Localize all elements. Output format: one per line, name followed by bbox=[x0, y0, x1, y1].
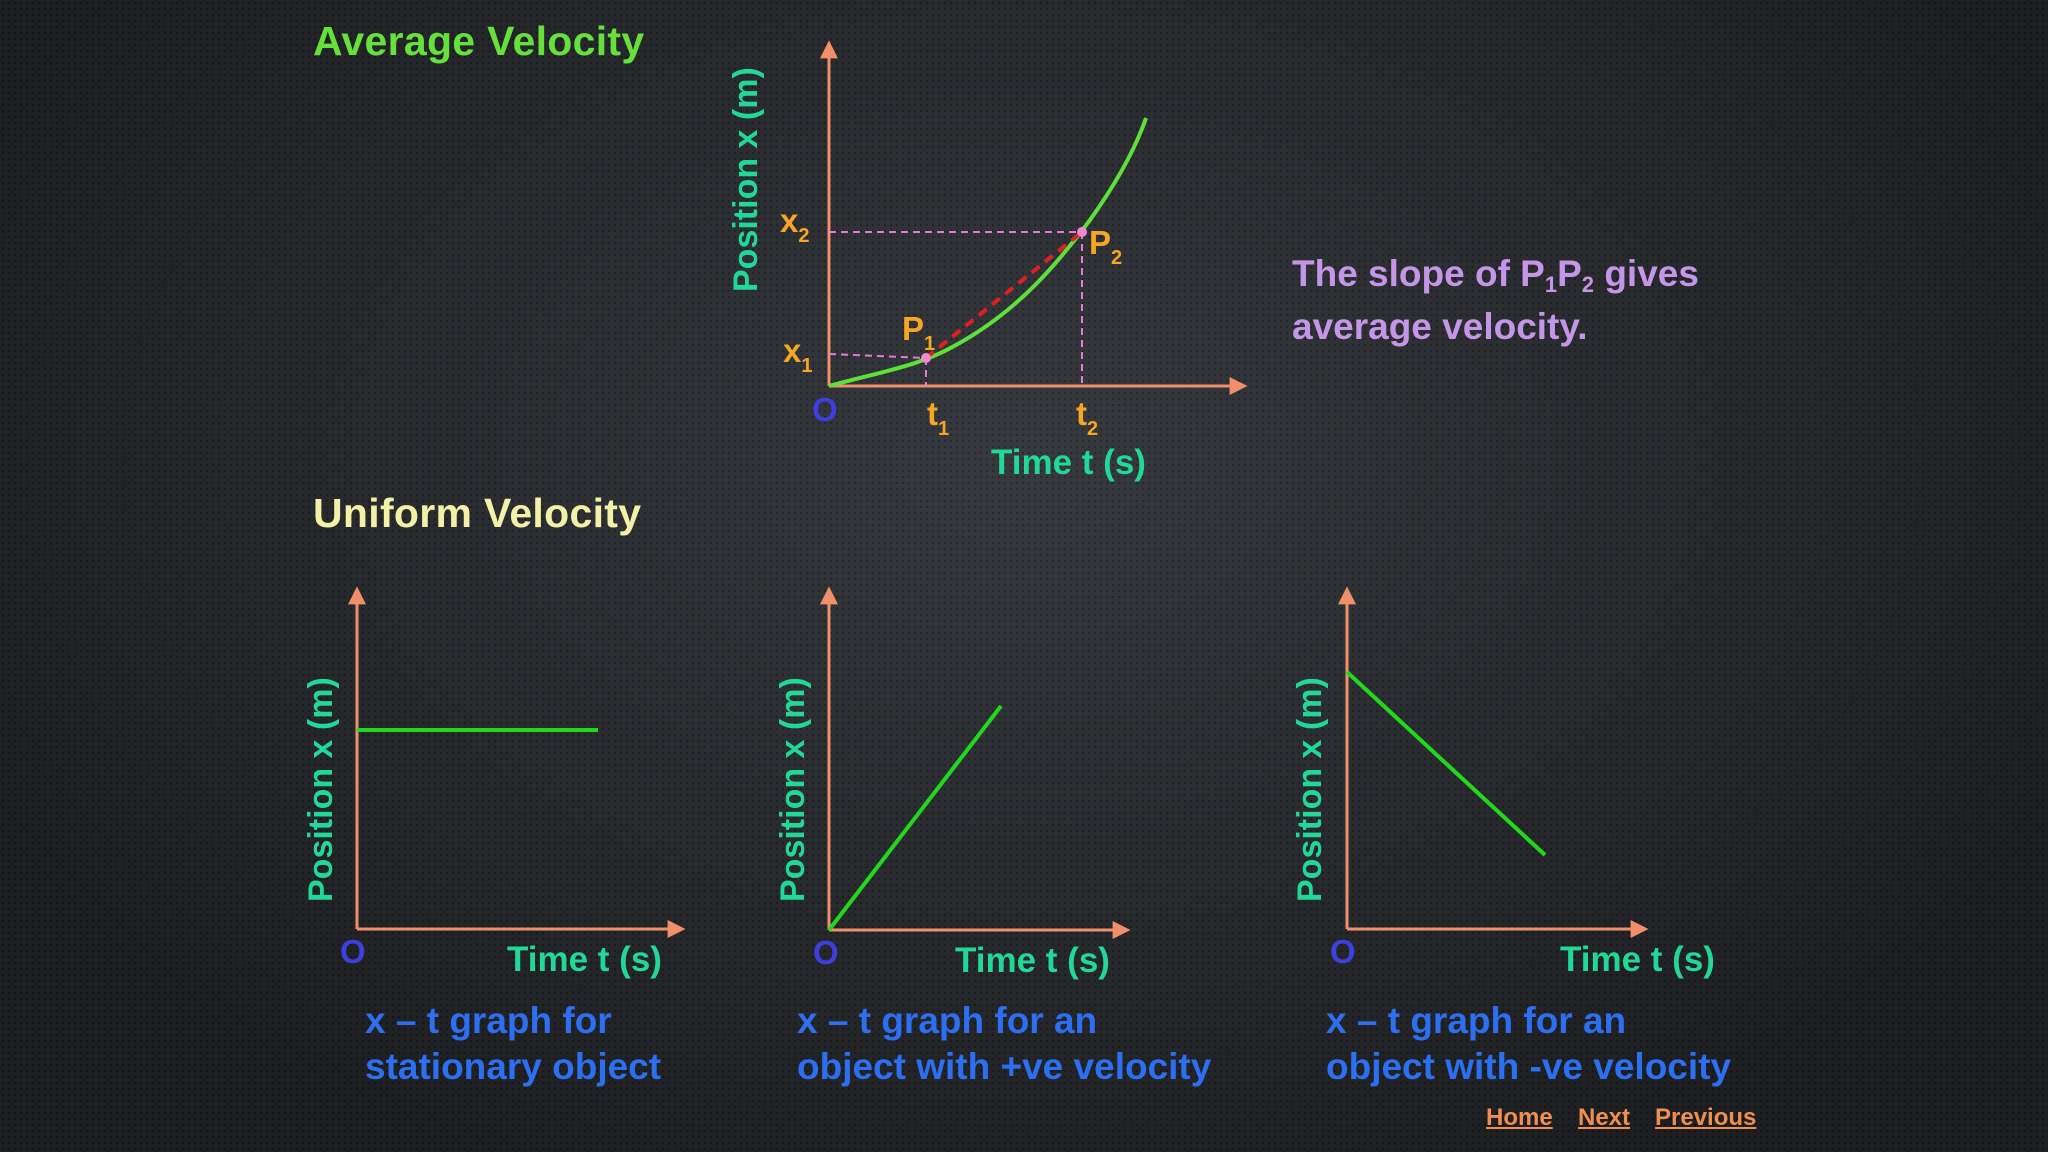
slope-explanation: The slope of P1P2 gives average velocity… bbox=[1292, 247, 1699, 353]
graph3-x-axis-label: Time t (s) bbox=[1560, 940, 1715, 979]
graph2-y-axis-label: Position x (m) bbox=[774, 677, 812, 902]
graph3-line bbox=[1345, 670, 1547, 857]
uniform-velocity-heading: Uniform Velocity bbox=[313, 490, 642, 536]
p2-label: P2 bbox=[1089, 224, 1122, 269]
caption-line: stationary object bbox=[365, 1046, 662, 1087]
avg-y-axis-label: Position x (m) bbox=[727, 67, 765, 292]
previous-link[interactable]: Previous bbox=[1655, 1104, 1757, 1131]
x1-label: x1 bbox=[783, 332, 812, 377]
caption-negative-velocity: x – t graph for an object with -ve veloc… bbox=[1326, 998, 1731, 1090]
position-curve bbox=[828, 117, 1148, 388]
caption-line: x – t graph for an bbox=[797, 1000, 1098, 1041]
average-velocity-heading: Average Velocity bbox=[313, 18, 645, 64]
caption-line: object with +ve velocity bbox=[797, 1046, 1212, 1087]
caption-positive-velocity: x – t graph for an object with +ve veloc… bbox=[797, 998, 1211, 1090]
caption-line: x – t graph for bbox=[365, 1000, 612, 1041]
x2-label: x2 bbox=[780, 202, 809, 247]
caption-stationary: x – t graph for stationary object bbox=[365, 998, 661, 1090]
t2-label: t2 bbox=[1076, 395, 1098, 440]
p1-label: P1 bbox=[902, 310, 935, 355]
graph1-x-axis-label: Time t (s) bbox=[507, 940, 662, 979]
graph2-line bbox=[827, 704, 1003, 932]
x1-guide-line bbox=[828, 353, 927, 359]
graph2-origin-label: O bbox=[813, 934, 839, 971]
point-p2 bbox=[1077, 227, 1087, 237]
graph1-origin-label: O bbox=[340, 933, 366, 970]
t1-label: t1 bbox=[927, 395, 949, 440]
caption-line: object with -ve velocity bbox=[1326, 1046, 1732, 1087]
graph3-y-axis-label: Position x (m) bbox=[1291, 677, 1329, 902]
positive-velocity-graph: Position x (m) Time t (s) O bbox=[774, 586, 1131, 980]
graph3-origin-label: O bbox=[1330, 933, 1356, 970]
graph2-x-axis-label: Time t (s) bbox=[955, 941, 1110, 980]
slope-explanation-line1: The slope of P1P2 gives bbox=[1292, 253, 1699, 297]
negative-velocity-graph: Position x (m) Time t (s) O bbox=[1291, 586, 1715, 979]
point-p1 bbox=[921, 353, 931, 363]
next-link[interactable]: Next bbox=[1578, 1104, 1631, 1131]
caption-line: x – t graph for an bbox=[1326, 1000, 1627, 1041]
avg-x-axis-label: Time t (s) bbox=[991, 443, 1146, 482]
home-link[interactable]: Home bbox=[1486, 1104, 1553, 1131]
slope-explanation-line2: average velocity. bbox=[1292, 306, 1588, 347]
average-velocity-graph: Position x (m) Time t (s) O x2 x1 t1 t2 … bbox=[727, 40, 1248, 482]
avg-origin-label: O bbox=[812, 391, 838, 428]
graph1-y-axis-label: Position x (m) bbox=[302, 677, 340, 902]
stationary-graph: Position x (m) Time t (s) O bbox=[302, 586, 686, 979]
chord-p1-p2 bbox=[924, 230, 1084, 360]
